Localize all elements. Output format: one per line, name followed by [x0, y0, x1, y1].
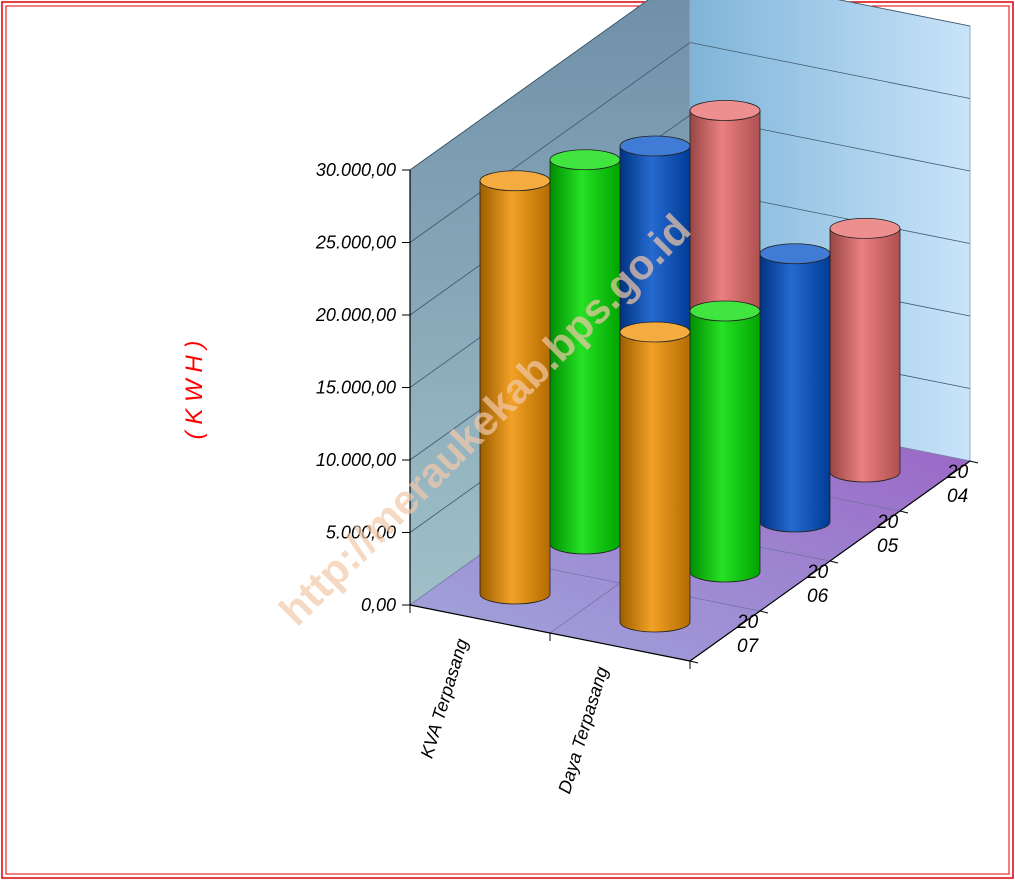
- depth-tick: [829, 560, 839, 564]
- bar-top-2005-1: [759, 243, 831, 265]
- bar-2007-1: [619, 331, 691, 633]
- depth-tick: [899, 510, 909, 514]
- bar-top-2007-0: [479, 170, 551, 192]
- inner-frame: [5, 5, 1010, 875]
- depth-tick: [969, 460, 979, 464]
- x-tick-label: KVA Terpasang: [417, 636, 472, 760]
- bar-top-2005-0: [619, 135, 691, 157]
- depth-tick: [759, 610, 769, 614]
- bar-top-2004-1: [829, 217, 901, 239]
- y-tick-label: 15.000,00: [316, 378, 396, 398]
- bar-top-2004-0: [689, 100, 761, 121]
- bar-2004-1: [829, 228, 901, 483]
- bar-2006-0: [549, 159, 621, 555]
- series-label-2004: 20 04: [946, 462, 969, 507]
- bar-2005-1: [759, 253, 831, 533]
- bar-top-2006-1: [689, 300, 761, 322]
- y-tick-label: 0,00: [361, 595, 396, 615]
- y-axis-title: ( K W H ): [181, 341, 208, 440]
- y-tick-label: 30.000,00: [316, 160, 396, 180]
- y-tick-label: 10.000,00: [316, 450, 396, 470]
- y-tick-label: 20.000,00: [315, 305, 396, 325]
- series-label-2005: 20 05: [876, 512, 899, 557]
- bar-2006-1: [689, 310, 761, 583]
- x-tick-label: Daya Terpasang: [554, 664, 612, 796]
- series-label-2006: 20 06: [806, 562, 829, 607]
- series-label-2007: 20 07: [736, 612, 760, 657]
- gridline: [409, 0, 971, 171]
- bar-top-2007-1: [619, 321, 691, 343]
- depth-tick: [689, 660, 699, 664]
- y-tick-label: 25.000,00: [315, 233, 396, 253]
- y-tick-label: 5.000,00: [326, 523, 396, 543]
- bar-top-2006-0: [549, 149, 621, 171]
- bar-2007-0: [479, 180, 551, 605]
